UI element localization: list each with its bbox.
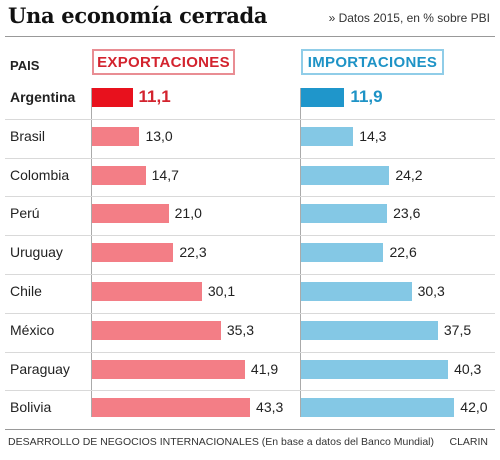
exports-value-label: 22,3 <box>179 244 207 261</box>
country-label: Bolivia <box>10 399 52 416</box>
bottom-rule <box>5 429 495 430</box>
exports-value-label: 43,3 <box>256 399 284 416</box>
row-divider <box>5 235 495 237</box>
country-label: Perú <box>10 205 40 222</box>
exports-series-label: EXPORTACIONES <box>92 49 235 75</box>
country-label: Brasil <box>10 127 46 144</box>
imports-bar <box>301 243 384 263</box>
imports-value-label: 11,9 <box>350 87 383 106</box>
exports-bar <box>92 126 140 146</box>
imports-bar <box>301 88 345 107</box>
imports-bar <box>301 282 412 301</box>
credit: CLARIN <box>449 436 488 448</box>
imports-value-label: 42,0 <box>460 399 488 416</box>
exports-value-label: 41,9 <box>250 360 279 377</box>
exports-bar <box>92 204 169 224</box>
imports-bar <box>301 359 449 379</box>
chart-subtitle: » Datos 2015, en % sobre PBI <box>328 11 490 25</box>
row-divider <box>5 351 495 353</box>
exports-value-label: 13,0 <box>145 127 173 144</box>
imports-value-label: 37,5 <box>443 321 472 338</box>
exports-value-label: 35,3 <box>226 321 255 338</box>
imports-value-label: 23,6 <box>393 205 421 222</box>
imports-value-label: 22,6 <box>389 244 417 261</box>
exports-bar <box>92 165 146 185</box>
country-label: Paraguay <box>10 360 70 377</box>
imports-value-label: 14,3 <box>359 127 387 144</box>
imports-axis-line <box>300 88 301 418</box>
top-rule <box>5 36 495 37</box>
country-label: Colombia <box>10 166 70 183</box>
imports-value-label: 40,3 <box>454 360 482 377</box>
imports-bar <box>301 165 390 185</box>
imports-series-label: IMPORTACIONES <box>301 49 444 75</box>
country-label: Uruguay <box>10 244 63 261</box>
country-label: México <box>10 321 55 338</box>
exports-bar <box>92 359 245 379</box>
country-label: Chile <box>10 283 42 299</box>
row-divider <box>5 274 495 275</box>
imports-value-label: 30,3 <box>417 283 445 299</box>
exports-value-label: 30,1 <box>207 283 236 299</box>
chart-title: Una economía cerrada <box>8 3 268 28</box>
exports-bar <box>92 398 251 418</box>
exports-bar <box>92 88 133 107</box>
imports-value-label: 24,2 <box>395 166 423 183</box>
row-divider <box>5 157 495 159</box>
imports-bar <box>301 204 388 224</box>
row-divider <box>5 196 495 198</box>
exports-value-label: 14,7 <box>151 166 179 183</box>
source-note: DESARROLLO DE NEGOCIOS INTERNACIONALES (… <box>8 436 434 448</box>
imports-bar <box>301 398 455 418</box>
exports-bar <box>92 243 174 263</box>
country-column-header: PAIS <box>10 58 40 73</box>
exports-value-label: 21,0 <box>174 205 202 222</box>
imports-bar <box>301 126 354 146</box>
row-divider <box>5 118 495 120</box>
row-divider <box>5 312 495 314</box>
exports-value-label: 11,1 <box>138 87 171 106</box>
exports-axis-line <box>91 88 92 418</box>
imports-bar <box>301 320 438 340</box>
country-label: Argentina <box>10 89 76 105</box>
exports-bar <box>92 320 221 340</box>
exports-bar <box>92 282 202 301</box>
row-divider <box>5 390 495 392</box>
